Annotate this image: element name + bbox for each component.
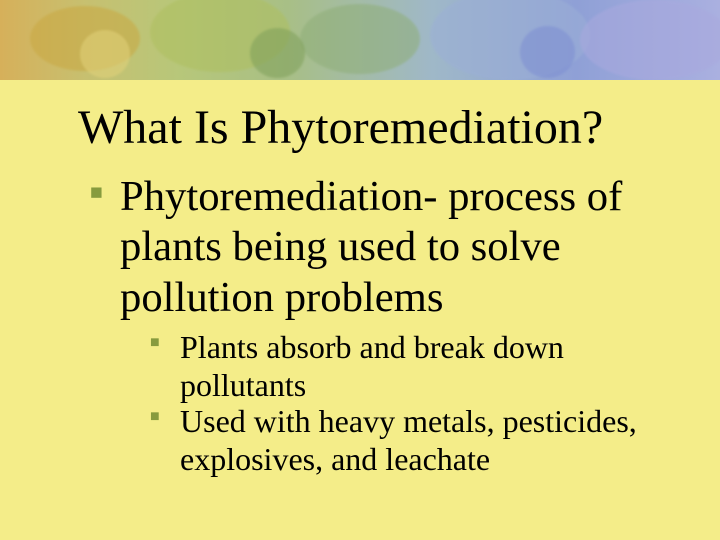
slide: What Is Phytoremediation? ■ Phytoremedia… bbox=[0, 0, 720, 540]
banner-blob bbox=[80, 30, 130, 78]
banner-blob bbox=[250, 28, 305, 78]
bullet-icon: ■ bbox=[90, 180, 103, 205]
bullet-icon: ■ bbox=[150, 408, 160, 426]
bullet-level2-text: Used with heavy metals, pesticides, expl… bbox=[180, 402, 680, 479]
slide-body: What Is Phytoremediation? ■ Phytoremedia… bbox=[0, 80, 720, 540]
bullet-level1-text: Phytoremediation- process of plants bein… bbox=[120, 172, 680, 323]
bullet-level2-text: Plants absorb and break down pollutants bbox=[180, 328, 680, 405]
banner-blob bbox=[580, 0, 720, 80]
banner-blob bbox=[520, 26, 575, 78]
banner-blob bbox=[300, 4, 420, 74]
slide-title: What Is Phytoremediation? bbox=[78, 100, 603, 155]
bullet-icon: ■ bbox=[150, 334, 160, 352]
decorative-banner bbox=[0, 0, 720, 80]
